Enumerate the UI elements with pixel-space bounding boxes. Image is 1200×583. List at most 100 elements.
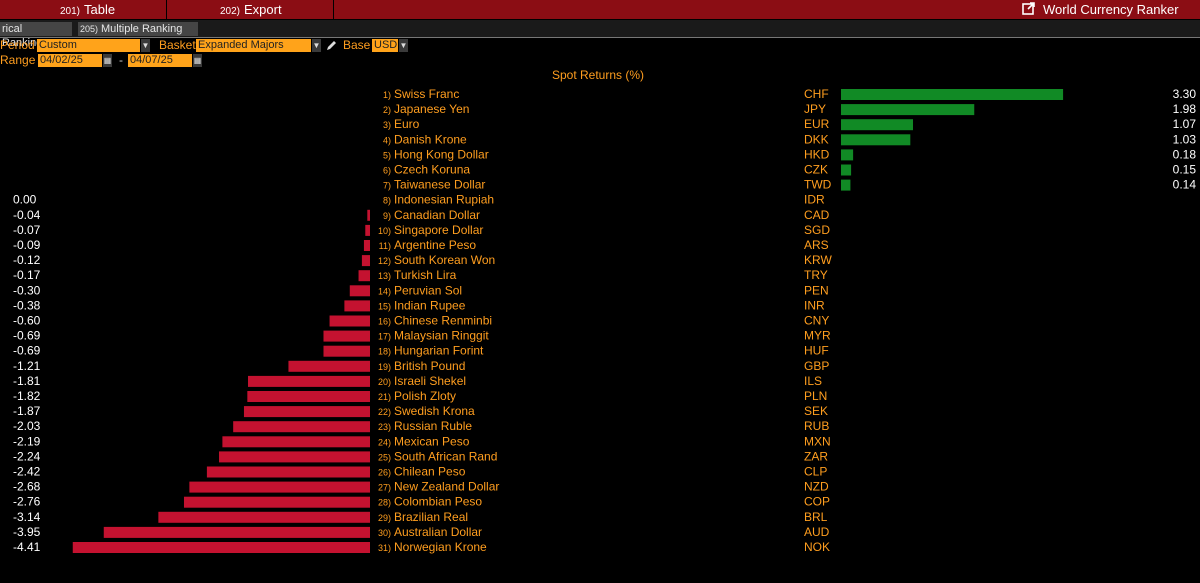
- currency-name: Peruvian Sol: [394, 283, 462, 297]
- currency-name: Chinese Renminbi: [394, 314, 492, 328]
- currency-code: CNY: [804, 314, 829, 328]
- dropdown-arrow-icon[interactable]: ▼: [141, 39, 150, 52]
- bar-negative: [367, 209, 370, 221]
- value-label: -1.87: [13, 404, 41, 418]
- tab-historical-ranking[interactable]: rical Ranking: [0, 22, 72, 49]
- table-button[interactable]: 201) Table: [60, 0, 115, 19]
- range-start-input[interactable]: 04/02/25: [38, 54, 102, 67]
- value-label: -0.09: [13, 238, 41, 252]
- calendar-icon[interactable]: ▦: [193, 54, 202, 67]
- value-label: -2.24: [13, 449, 41, 463]
- rank-label: 17): [378, 332, 391, 342]
- dropdown-arrow-icon[interactable]: ▼: [399, 39, 408, 52]
- currency-code: MXN: [804, 434, 831, 448]
- bar-negative: [248, 375, 370, 387]
- currency-code: NZD: [804, 480, 829, 494]
- range-end-input[interactable]: 04/07/25: [128, 54, 192, 67]
- base-select[interactable]: USD: [372, 39, 398, 52]
- value-label: -0.30: [13, 283, 41, 297]
- rank-label: 10): [378, 226, 391, 236]
- currency-name: Swiss Franc: [394, 87, 459, 101]
- currency-code: DKK: [804, 132, 829, 146]
- currency-name: Turkish Lira: [394, 268, 457, 282]
- rank-label: 8): [383, 196, 391, 206]
- currency-name: South African Rand: [394, 449, 497, 463]
- calendar-icon[interactable]: ▦: [103, 54, 112, 67]
- spot-returns-chart: Spot Returns (%) 1) Swiss Franc CHF 3.302) J…: [13, 68, 1196, 554]
- rank-label: 3): [383, 120, 391, 130]
- rank-label: 4): [383, 135, 391, 145]
- bar-negative: [288, 360, 370, 372]
- currency-code: IDR: [804, 193, 825, 207]
- export-button-label: Export: [244, 2, 282, 17]
- currency-code: KRW: [804, 253, 832, 267]
- value-label: -2.42: [13, 465, 41, 479]
- chart-title: Spot Returns (%): [552, 68, 644, 82]
- dropdown-arrow-icon[interactable]: ▼: [312, 39, 321, 52]
- value-label: 0.14: [1173, 178, 1197, 192]
- rank-label: 21): [378, 392, 391, 402]
- currency-code: JPY: [804, 102, 826, 116]
- rank-label: 9): [383, 211, 391, 221]
- tab-multiple-number: 205): [80, 24, 99, 34]
- rank-label: 29): [378, 513, 391, 523]
- tab-multiple-label: Multiple Ranking: [101, 23, 183, 35]
- rank-label: 12): [378, 256, 391, 266]
- app-title: World Currency Ranker: [1043, 2, 1179, 17]
- currency-code: EUR: [804, 117, 830, 131]
- currency-name: Polish Zloty: [394, 389, 456, 403]
- bar-negative: [158, 511, 370, 523]
- currency-code: ZAR: [804, 449, 828, 463]
- currency-name: Russian Ruble: [394, 419, 472, 433]
- tab-multiple-ranking[interactable]: 205) Multiple Ranking: [78, 22, 198, 36]
- rank-label: 13): [378, 271, 391, 281]
- value-label: 1.98: [1173, 102, 1197, 116]
- value-label: 0.18: [1173, 147, 1197, 161]
- basket-select[interactable]: Expanded Majors: [196, 39, 311, 52]
- currency-name: Mexican Peso: [394, 434, 470, 448]
- currency-code: GBP: [804, 359, 829, 373]
- currency-name: Euro: [394, 117, 420, 131]
- currency-name: Hungarian Forint: [394, 344, 484, 358]
- currency-code: TRY: [804, 268, 828, 282]
- period-select[interactable]: Custom: [37, 39, 140, 52]
- bar-negative: [233, 421, 370, 433]
- bar-negative: [365, 224, 370, 236]
- currency-code: CHF: [804, 87, 829, 101]
- rank-label: 23): [378, 422, 391, 432]
- value-label: -0.04: [13, 208, 41, 222]
- bar-positive: [841, 89, 1064, 100]
- rank-label: 6): [383, 166, 391, 176]
- value-label: -4.41: [13, 540, 41, 554]
- pencil-icon[interactable]: [325, 39, 337, 57]
- currency-name: British Pound: [394, 359, 465, 373]
- currency-code: PEN: [804, 283, 829, 297]
- chart-rows: 1) Swiss Franc CHF 3.30 2) Japanese Yen JPY 1.9…: [13, 87, 1196, 554]
- bar-negative: [323, 345, 370, 357]
- bar-negative: [103, 526, 371, 538]
- bar-negative: [344, 300, 370, 312]
- currency-name: Chilean Peso: [394, 465, 466, 479]
- bar-negative: [243, 406, 370, 418]
- value-label: 1.07: [1173, 117, 1197, 131]
- currency-name: Australian Dollar: [394, 525, 482, 539]
- currency-code: AUD: [804, 525, 830, 539]
- rank-label: 25): [378, 452, 391, 462]
- currency-name: Danish Krone: [394, 132, 467, 146]
- rank-label: 11): [379, 241, 391, 251]
- rank-label: 1): [383, 90, 391, 100]
- rank-label: 26): [378, 468, 391, 478]
- currency-code: BRL: [804, 510, 828, 524]
- currency-name: Colombian Peso: [394, 495, 482, 509]
- basket-label: Basket: [159, 38, 196, 52]
- currency-name: Hong Kong Dollar: [394, 147, 489, 161]
- rank-label: 14): [378, 286, 391, 296]
- export-button[interactable]: 202) Export: [220, 0, 282, 19]
- bar-negative: [219, 451, 370, 463]
- rank-label: 27): [378, 483, 391, 493]
- value-label: -2.76: [13, 495, 41, 509]
- currency-name: Israeli Shekel: [394, 374, 466, 388]
- app-title-button[interactable]: World Currency Ranker: [1022, 0, 1179, 19]
- currency-name: Swedish Krona: [394, 404, 475, 418]
- currency-name: Canadian Dollar: [394, 208, 480, 222]
